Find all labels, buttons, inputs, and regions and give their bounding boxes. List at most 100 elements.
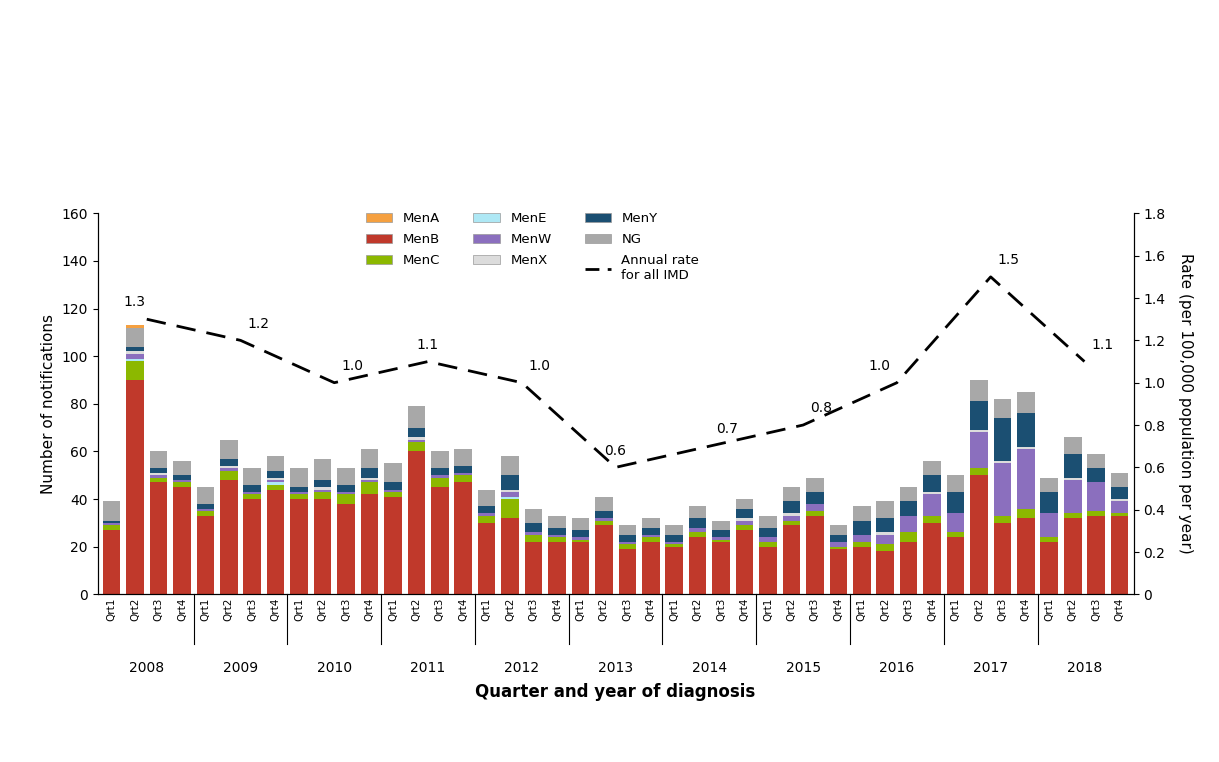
Bar [407,427,425,437]
Bar [595,497,613,511]
Bar [407,406,425,427]
Bar [361,449,378,468]
Bar [150,482,167,594]
Bar [736,530,753,594]
Bar [759,542,777,547]
Bar [244,495,261,499]
Bar [524,535,542,542]
Bar [173,487,190,594]
Bar [689,506,707,518]
Bar [993,463,1012,516]
Bar [127,351,144,354]
Bar [219,480,238,594]
Bar [549,537,566,542]
Bar [829,535,847,542]
Bar [361,468,378,478]
Bar [127,359,144,361]
Bar [127,325,144,328]
Bar [993,523,1012,594]
Bar [970,380,987,402]
Bar [712,520,730,530]
Bar [501,518,519,594]
Bar [384,489,402,492]
Bar [267,485,284,490]
Bar [1111,487,1129,499]
Bar [689,518,707,527]
Bar [759,537,777,542]
Bar [947,533,964,537]
Bar [267,480,284,482]
Bar [1064,514,1081,518]
Bar [478,514,495,516]
Bar [173,475,190,480]
Bar [572,530,589,537]
Bar [618,525,636,535]
Bar [407,451,425,594]
X-axis label: Quarter and year of diagnosis: Quarter and year of diagnosis [475,683,756,701]
Bar [313,492,332,499]
Bar [736,525,753,530]
Bar [244,485,261,492]
Bar [150,468,167,473]
Bar [102,525,121,530]
Bar [501,497,519,499]
Bar [361,482,378,495]
Bar [244,492,261,495]
Bar [900,487,918,501]
Bar [313,487,332,490]
Text: 1.0: 1.0 [869,359,891,373]
Text: 2015: 2015 [785,661,820,675]
Bar [1064,480,1081,514]
Bar [1041,514,1058,537]
Bar [1087,454,1104,468]
Bar [900,516,918,533]
Bar [1017,509,1035,518]
Y-axis label: Rate (per 100,000 population per year): Rate (per 100,000 population per year) [1179,254,1193,554]
Bar [173,461,190,475]
Bar [923,461,941,475]
Bar [267,471,284,478]
Bar [1111,516,1129,594]
Bar [993,418,1012,461]
Bar [196,509,215,511]
Bar [407,437,425,440]
Text: 0.6: 0.6 [603,443,625,458]
Bar [150,475,167,478]
Bar [290,499,308,594]
Bar [501,475,519,490]
Bar [290,468,308,487]
Bar [1111,473,1129,487]
Text: 0.7: 0.7 [717,422,739,437]
Bar [853,520,870,535]
Bar [642,527,659,535]
Bar [783,501,800,514]
Text: 2010: 2010 [317,661,352,675]
Bar [549,542,566,594]
Bar [947,514,964,533]
Bar [572,518,589,530]
Bar [806,504,824,511]
Text: 1.3: 1.3 [123,296,145,309]
Bar [876,501,894,518]
Bar [501,489,519,492]
Bar [1064,437,1081,454]
Bar [970,402,987,430]
Bar [432,487,449,594]
Text: 1.5: 1.5 [997,253,1020,267]
Bar [1017,447,1035,449]
Bar [900,533,918,542]
Bar [524,523,542,533]
Bar [666,547,683,594]
Legend: MenA, MenB, MenC, MenE, MenW, MenX, MenY, NG, Annual rate
for all IMD: MenA, MenB, MenC, MenE, MenW, MenX, MenY… [366,213,700,282]
Bar [313,489,332,492]
Bar [923,492,941,495]
Bar [595,525,613,594]
Bar [572,537,589,539]
Bar [900,542,918,594]
Bar [993,399,1012,418]
Bar [572,542,589,594]
Bar [806,478,824,492]
Bar [923,475,941,492]
Text: 2012: 2012 [505,661,539,675]
Bar [970,433,987,468]
